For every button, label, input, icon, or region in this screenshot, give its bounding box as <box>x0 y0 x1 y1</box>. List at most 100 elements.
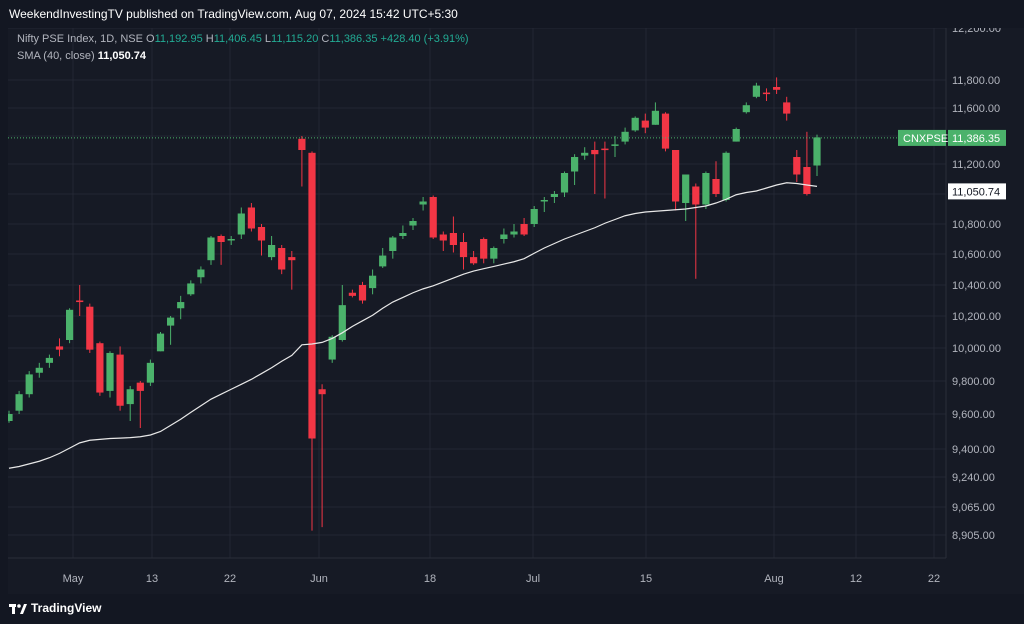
candle-down <box>773 87 781 90</box>
y-tick-label: 9,600.00 <box>952 409 995 421</box>
y-tick-label: 9,065.00 <box>952 502 995 514</box>
candle-up <box>207 237 215 261</box>
candle-down <box>358 285 367 301</box>
candle-up <box>540 200 548 202</box>
candle-down <box>86 306 94 350</box>
y-tick-label: 9,800.00 <box>952 376 995 388</box>
y-tick-label: 9,240.00 <box>952 472 995 484</box>
candle-down <box>429 197 437 238</box>
candle-up <box>156 333 165 352</box>
candle-down <box>793 157 801 175</box>
candle-up <box>268 245 276 258</box>
candle-down <box>298 138 306 150</box>
candle-down <box>520 224 528 235</box>
candle-up <box>732 129 740 142</box>
candle-down <box>692 186 700 205</box>
candle-down <box>278 248 286 270</box>
x-tick-label: 15 <box>640 573 652 585</box>
candle-up <box>167 317 175 326</box>
candle-up <box>227 239 235 241</box>
candle-down <box>348 292 356 296</box>
candle-down <box>136 382 144 391</box>
candle-up <box>813 137 821 166</box>
candle-up <box>560 173 569 193</box>
y-tick-label: 10,800.00 <box>952 219 1001 231</box>
candle-up <box>106 352 114 391</box>
y-tick-label: 10,400.00 <box>952 280 1001 292</box>
candle-down <box>318 389 326 395</box>
candle-up <box>197 269 205 278</box>
y-tick-label: 11,600.00 <box>952 103 1000 115</box>
x-tick-label: 12 <box>850 573 862 585</box>
candlestick-chart[interactable]: 8,905.00 9,065.00 9,240.00 9,400.00 9,600.00… <box>8 28 1024 594</box>
x-tick-label: 18 <box>424 573 436 585</box>
last-price-tag-bg <box>948 129 1006 146</box>
legend-close-label: C <box>321 33 330 45</box>
sma-tag-bg <box>948 183 1006 200</box>
candle-up <box>631 117 639 131</box>
candle-down <box>439 234 447 241</box>
candle-up <box>550 194 558 197</box>
y-tick-label: 8,905.00 <box>952 530 995 542</box>
legend-ohlc-row[interactable]: Nifty PSE Index, 1D, NSE O11,192.95 H11,… <box>17 33 469 45</box>
candle-up <box>389 237 397 251</box>
chart-area[interactable]: 8,905.00 9,065.00 9,240.00 9,400.00 9,600.00… <box>8 28 1024 594</box>
candle-up <box>722 152 730 200</box>
candle-up <box>25 374 33 395</box>
x-tick-label: May <box>63 573 84 585</box>
candle-down <box>601 148 609 151</box>
candle-down <box>116 354 124 406</box>
sma-tag-label: 11,050.74 <box>952 186 1000 198</box>
candle-up <box>399 233 407 236</box>
tradingview-logo[interactable]: TradingView <box>9 601 101 615</box>
candle-down <box>76 300 84 303</box>
candle-down <box>459 242 468 258</box>
axes-layer: 8,905.00 9,065.00 9,240.00 9,400.00 9,600.00… <box>8 28 1001 585</box>
candles-layer <box>8 77 821 531</box>
legend-sma-row[interactable]: SMA (40, close) 11,050.74 <box>17 50 146 62</box>
candle-up <box>126 389 134 405</box>
sma-line <box>8 182 818 469</box>
y-tick-label: 10,200.00 <box>952 311 1001 323</box>
x-tick-label: 22 <box>224 573 236 585</box>
candle-down <box>803 167 811 194</box>
y-tick-label: 11,200.00 <box>952 159 1000 171</box>
candle-up <box>752 85 760 97</box>
y-tick-label: 9,400.00 <box>952 444 995 456</box>
candle-up <box>379 255 387 267</box>
candle-up <box>45 357 53 363</box>
tradingview-brand: TradingView <box>31 601 102 615</box>
legend-sma-value: 11,050.74 <box>97 50 147 62</box>
candle-up <box>15 394 23 411</box>
grid-lines <box>8 28 946 558</box>
candle-up <box>177 302 185 309</box>
legend-low-label: L <box>264 33 272 45</box>
candle-up <box>581 152 589 156</box>
candle-down <box>661 113 670 149</box>
price-tags-layer: CNXPSE 11,386.35 11,050.74 <box>8 129 1006 200</box>
candle-up <box>237 213 245 235</box>
last-price-tag-label: 11,386.35 <box>952 133 1000 145</box>
legend-sma-label: SMA (40, close) <box>17 50 95 62</box>
candle-down <box>449 233 457 245</box>
candle-up <box>742 105 750 113</box>
candle-down <box>217 236 225 242</box>
x-tick-label: Jun <box>310 573 328 585</box>
legend-close-value: 11,386.35 <box>329 33 378 45</box>
y-tick-label: 11,800.00 <box>952 75 1000 87</box>
candle-down <box>641 120 649 128</box>
candle-up <box>369 275 377 289</box>
candle-up <box>409 221 417 226</box>
y-tick-label: 12,200.00 <box>952 28 1001 35</box>
x-tick-label: Jul <box>526 573 540 585</box>
symbol-tag-bg <box>898 129 946 146</box>
candle-up <box>35 367 43 373</box>
candle-down <box>55 346 64 350</box>
candle-up <box>66 309 74 340</box>
candle-down <box>96 343 104 393</box>
candle-down <box>247 207 255 229</box>
footer: TradingView <box>0 594 1024 624</box>
candle-up <box>328 336 336 360</box>
candle-down <box>257 227 266 241</box>
legend-high-label: H <box>205 33 214 45</box>
